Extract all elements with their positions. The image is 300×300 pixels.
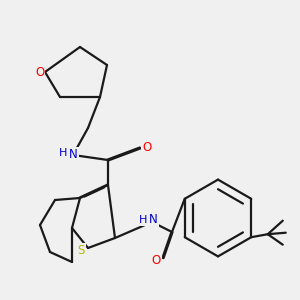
Text: O: O bbox=[152, 254, 161, 267]
Text: S: S bbox=[78, 244, 85, 257]
Text: N: N bbox=[149, 213, 158, 226]
Text: H: H bbox=[59, 148, 68, 158]
Text: O: O bbox=[35, 65, 44, 79]
Text: N: N bbox=[69, 148, 78, 161]
Text: O: O bbox=[142, 141, 151, 154]
Text: H: H bbox=[139, 215, 147, 225]
